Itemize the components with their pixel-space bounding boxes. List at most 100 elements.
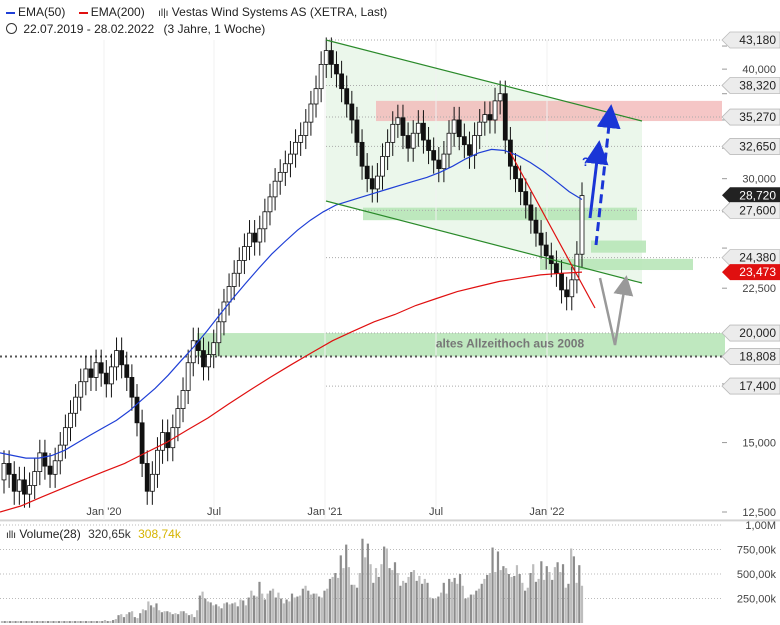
volume-bar bbox=[301, 588, 304, 623]
date-range: 22.07.2019 - 28.02.2022 bbox=[23, 22, 155, 36]
volume-bar bbox=[258, 581, 261, 623]
volume-bar bbox=[9, 621, 12, 623]
candle-body bbox=[6, 463, 12, 475]
volume-bar bbox=[410, 572, 413, 623]
candle-body bbox=[477, 121, 483, 136]
volume-bar bbox=[296, 596, 299, 623]
candle-body bbox=[502, 93, 508, 141]
candle-body bbox=[247, 232, 252, 247]
level-badge-label: 27,600 bbox=[739, 203, 776, 217]
channel-lower-line bbox=[325, 200, 643, 284]
volume-bar bbox=[217, 606, 220, 623]
candle-body bbox=[334, 63, 339, 75]
volume-bar bbox=[144, 610, 147, 623]
volume-bar bbox=[548, 572, 551, 623]
volume-bar bbox=[556, 562, 559, 623]
volume-bar bbox=[393, 562, 397, 623]
volume-label: Volume(28) bbox=[19, 527, 81, 541]
level-badge-label: 43,180 bbox=[739, 33, 776, 47]
volume-bar bbox=[190, 614, 193, 623]
volume-bar bbox=[231, 603, 234, 623]
red-trend-line bbox=[509, 151, 596, 309]
candle-body bbox=[252, 232, 258, 243]
volume-bar bbox=[564, 587, 567, 623]
volume-bar bbox=[483, 578, 486, 623]
volume-bar bbox=[55, 621, 58, 623]
level-badge-shape bbox=[721, 108, 780, 126]
candle-body bbox=[344, 88, 350, 105]
volume-bar bbox=[331, 576, 334, 623]
level-badge: 32,650 bbox=[721, 138, 780, 155]
level-badge-shape bbox=[722, 264, 780, 281]
volume-bar bbox=[84, 621, 88, 623]
volume-bar bbox=[204, 598, 207, 623]
volume-bar bbox=[521, 582, 524, 623]
volume-bar bbox=[418, 575, 421, 623]
volume-bar bbox=[93, 621, 96, 623]
candle-body bbox=[487, 114, 493, 121]
candle-body bbox=[267, 196, 273, 213]
volume-bar bbox=[49, 621, 52, 623]
volume-bar bbox=[125, 614, 128, 623]
volume-bar bbox=[236, 606, 239, 623]
volume-bar bbox=[551, 579, 554, 623]
volume-bar bbox=[385, 548, 388, 623]
candle-body bbox=[385, 141, 391, 157]
volume-bar bbox=[293, 597, 296, 623]
candle-body bbox=[461, 136, 467, 146]
candle-body bbox=[139, 422, 145, 464]
volume-bar bbox=[63, 621, 66, 623]
volume-bar bbox=[206, 601, 210, 623]
volume-bar bbox=[282, 603, 285, 623]
volume-bar bbox=[450, 581, 454, 623]
candle-body bbox=[308, 103, 314, 123]
volume-bar bbox=[477, 588, 481, 623]
volume-bar bbox=[420, 583, 424, 623]
volume-bar bbox=[383, 546, 386, 623]
candle-body bbox=[114, 350, 119, 368]
candle-body bbox=[11, 473, 17, 492]
volume-bar bbox=[545, 566, 548, 623]
volume-bar bbox=[578, 565, 581, 623]
candle-body bbox=[211, 342, 217, 355]
candle-body bbox=[446, 132, 452, 155]
volume-bar bbox=[3, 621, 6, 623]
ema50-swatch bbox=[6, 11, 15, 14]
volume-tick-label: 1,00M bbox=[745, 520, 776, 532]
candle-body bbox=[242, 246, 247, 261]
candle-body bbox=[73, 396, 79, 414]
volume-bar bbox=[496, 551, 500, 623]
candle-body bbox=[323, 50, 329, 65]
volume-bar bbox=[469, 594, 472, 623]
volume-bar bbox=[277, 592, 280, 623]
volume-bar bbox=[304, 585, 307, 623]
instrument-name: Vestas Wind Systems AS (XETRA, Last) bbox=[171, 5, 388, 19]
candle-body bbox=[451, 119, 457, 134]
volume-bar bbox=[288, 601, 291, 623]
volume-bar bbox=[239, 599, 242, 623]
y-tick-label: 40,000 bbox=[742, 64, 776, 76]
volume-bar bbox=[155, 603, 158, 623]
candle-body bbox=[390, 123, 396, 143]
volume-bar bbox=[228, 604, 231, 623]
candle-body bbox=[579, 195, 585, 255]
level-badge-label: 35,270 bbox=[739, 110, 776, 124]
volume-bar bbox=[33, 621, 36, 623]
volume-bar bbox=[57, 621, 61, 623]
volume-bar bbox=[453, 577, 456, 623]
candles-group bbox=[1, 37, 585, 508]
volume-bar bbox=[505, 568, 508, 623]
volume-bar bbox=[339, 555, 342, 623]
volume-bar bbox=[44, 621, 47, 623]
volume-bar bbox=[17, 621, 20, 623]
volume-bar bbox=[315, 593, 318, 623]
volume-bar bbox=[567, 583, 570, 623]
candle-body bbox=[328, 50, 334, 65]
ema50-line bbox=[0, 148, 583, 459]
candle-body bbox=[124, 364, 130, 378]
volume-bar bbox=[38, 621, 42, 623]
volume-bar bbox=[209, 602, 212, 623]
volume-bar bbox=[437, 596, 440, 623]
candle-body bbox=[226, 286, 232, 303]
volume-bar bbox=[136, 618, 139, 623]
